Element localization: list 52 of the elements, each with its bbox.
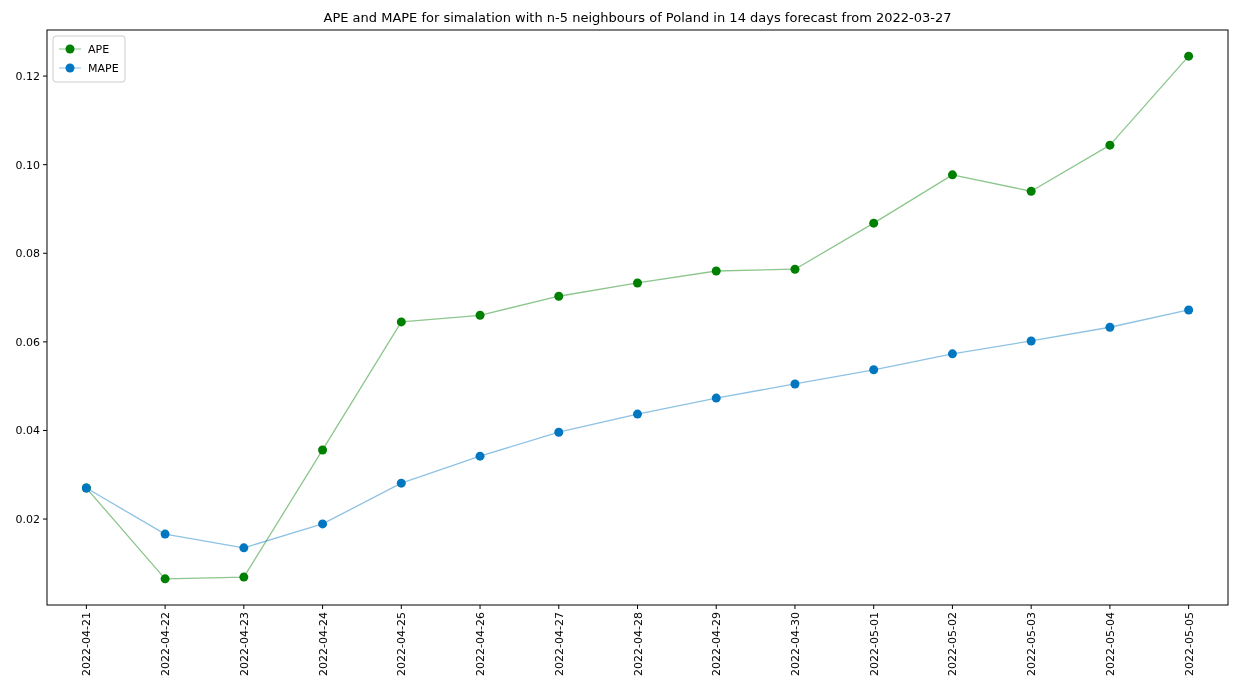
y-tick-label: 0.04	[15, 424, 40, 438]
point	[711, 266, 721, 276]
point	[318, 519, 328, 529]
x-tick-label: 2022-04-27	[552, 612, 566, 676]
x-tick-label: 2022-04-29	[710, 612, 724, 676]
point	[947, 170, 957, 180]
x-tick-label: 2022-04-26	[474, 612, 488, 676]
point	[947, 349, 957, 359]
point	[1105, 140, 1115, 150]
point	[790, 379, 800, 389]
y-tick-label: 0.10	[15, 158, 40, 172]
point	[1184, 305, 1194, 315]
point	[160, 529, 170, 539]
x-tick-label: 2022-05-03	[1025, 612, 1039, 676]
x-tick-label: 2022-05-05	[1182, 612, 1196, 676]
point	[790, 264, 800, 274]
point	[1184, 51, 1194, 61]
point	[475, 310, 485, 320]
point	[554, 291, 564, 301]
legend-label: APE	[88, 42, 110, 56]
point	[1105, 322, 1115, 332]
point	[475, 451, 485, 461]
point	[1026, 186, 1036, 196]
point	[239, 572, 249, 582]
point	[396, 478, 406, 488]
x-tick-label: 2022-05-04	[1103, 612, 1117, 676]
x-tick-label: 2022-04-25	[395, 612, 409, 676]
point	[869, 365, 879, 375]
point	[633, 409, 642, 419]
y-tick-label: 0.02	[15, 512, 40, 526]
x-tick-label: 2022-04-23	[237, 612, 251, 676]
x-tick-label: 2022-04-30	[788, 612, 802, 676]
y-tick-label: 0.06	[15, 335, 40, 349]
point	[554, 427, 564, 437]
y-tick-label: 0.12	[15, 69, 40, 83]
legend-label: MAPE	[88, 61, 119, 75]
point	[239, 543, 249, 553]
x-tick-label: 2022-05-02	[946, 612, 960, 676]
point	[711, 393, 721, 403]
x-tick-label: 2022-04-22	[159, 612, 173, 676]
point	[160, 574, 170, 584]
point	[869, 218, 879, 228]
y-tick-label: 0.08	[15, 247, 40, 261]
point	[318, 445, 328, 455]
x-tick-label: 2022-04-28	[631, 612, 645, 676]
x-tick-label: 2022-04-21	[80, 612, 94, 676]
x-tick-label: 2022-04-24	[316, 612, 330, 676]
point	[1026, 336, 1036, 346]
point	[396, 317, 406, 327]
x-tick-label: 2022-05-01	[867, 612, 881, 676]
point	[633, 278, 642, 288]
chart-title: APE and MAPE for simalation with n-5 neighbours of Poland in 14 days forecast from 2022-03-27	[323, 10, 952, 25]
